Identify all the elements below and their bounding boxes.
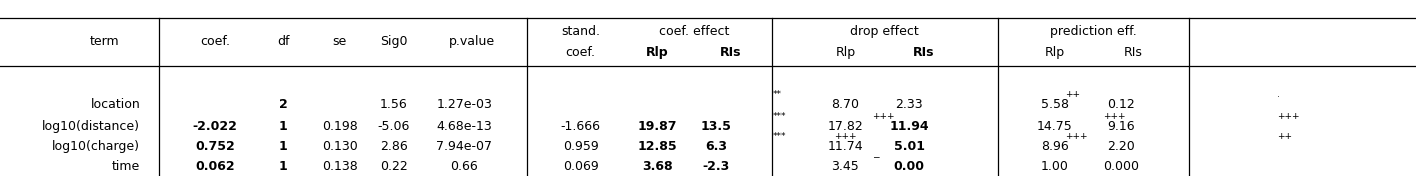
Text: 5.58: 5.58 bbox=[1041, 98, 1069, 111]
Text: 4.68e-13: 4.68e-13 bbox=[436, 120, 493, 133]
Text: se: se bbox=[333, 35, 347, 48]
Text: 8.70: 8.70 bbox=[831, 98, 860, 111]
Text: RIs: RIs bbox=[1123, 46, 1143, 59]
Text: 0.000: 0.000 bbox=[1103, 160, 1140, 173]
Text: 2.33: 2.33 bbox=[895, 98, 923, 111]
Text: −: − bbox=[872, 152, 879, 161]
Text: coef.: coef. bbox=[200, 35, 231, 48]
Text: 11.74: 11.74 bbox=[827, 140, 864, 153]
Text: .: . bbox=[1277, 90, 1280, 99]
Text: 1: 1 bbox=[279, 140, 287, 153]
Text: drop effect: drop effect bbox=[850, 25, 919, 38]
Text: ++: ++ bbox=[1277, 132, 1293, 141]
Text: +++: +++ bbox=[834, 132, 857, 141]
Text: 1.27e-03: 1.27e-03 bbox=[436, 98, 493, 111]
Text: ***: *** bbox=[773, 112, 787, 121]
Text: df: df bbox=[278, 35, 289, 48]
Text: term: term bbox=[91, 35, 119, 48]
Text: 3.68: 3.68 bbox=[641, 160, 673, 173]
Text: +++: +++ bbox=[872, 112, 895, 121]
Text: **: ** bbox=[773, 90, 782, 99]
Text: -2.3: -2.3 bbox=[702, 160, 731, 173]
Text: ++: ++ bbox=[1065, 90, 1080, 99]
Text: stand.: stand. bbox=[561, 25, 600, 38]
Text: time: time bbox=[112, 160, 140, 173]
Text: Sig0: Sig0 bbox=[379, 35, 408, 48]
Text: 1: 1 bbox=[279, 160, 287, 173]
Text: location: location bbox=[91, 98, 140, 111]
Text: 0.00: 0.00 bbox=[893, 160, 925, 173]
Text: 2.20: 2.20 bbox=[1107, 140, 1136, 153]
Text: 1: 1 bbox=[279, 120, 287, 133]
Text: 3.45: 3.45 bbox=[831, 160, 860, 173]
Text: Rlp: Rlp bbox=[646, 46, 668, 59]
Text: +++: +++ bbox=[1277, 112, 1300, 121]
Text: coef. effect: coef. effect bbox=[658, 25, 729, 38]
Text: 17.82: 17.82 bbox=[827, 120, 864, 133]
Text: 1.56: 1.56 bbox=[379, 98, 408, 111]
Text: 0.66: 0.66 bbox=[450, 160, 479, 173]
Text: 14.75: 14.75 bbox=[1037, 120, 1073, 133]
Text: 12.85: 12.85 bbox=[637, 140, 677, 153]
Text: 19.87: 19.87 bbox=[637, 120, 677, 133]
Text: -5.06: -5.06 bbox=[378, 120, 409, 133]
Text: 0.12: 0.12 bbox=[1107, 98, 1136, 111]
Text: 0.062: 0.062 bbox=[195, 160, 235, 173]
Text: -2.022: -2.022 bbox=[193, 120, 238, 133]
Text: RIs: RIs bbox=[912, 46, 935, 59]
Text: 0.130: 0.130 bbox=[321, 140, 358, 153]
Text: 0.069: 0.069 bbox=[562, 160, 599, 173]
Text: 0.959: 0.959 bbox=[562, 140, 599, 153]
Text: -1.666: -1.666 bbox=[561, 120, 600, 133]
Text: 2.86: 2.86 bbox=[379, 140, 408, 153]
Text: p.value: p.value bbox=[449, 35, 494, 48]
Text: 0.752: 0.752 bbox=[195, 140, 235, 153]
Text: ***: *** bbox=[773, 132, 787, 141]
Text: 9.16: 9.16 bbox=[1107, 120, 1136, 133]
Text: log10(distance): log10(distance) bbox=[42, 120, 140, 133]
Text: prediction eff.: prediction eff. bbox=[1051, 25, 1137, 38]
Text: 0.22: 0.22 bbox=[379, 160, 408, 173]
Text: coef.: coef. bbox=[565, 46, 596, 59]
Text: RIs: RIs bbox=[719, 46, 742, 59]
Text: 0.138: 0.138 bbox=[321, 160, 358, 173]
Text: Rlp: Rlp bbox=[1045, 46, 1065, 59]
Text: 8.96: 8.96 bbox=[1041, 140, 1069, 153]
Text: log10(charge): log10(charge) bbox=[52, 140, 140, 153]
Text: 13.5: 13.5 bbox=[701, 120, 732, 133]
Text: 7.94e-07: 7.94e-07 bbox=[436, 140, 493, 153]
Text: 6.3: 6.3 bbox=[705, 140, 728, 153]
Text: +++: +++ bbox=[1065, 132, 1087, 141]
Text: 11.94: 11.94 bbox=[889, 120, 929, 133]
Text: 2: 2 bbox=[279, 98, 287, 111]
Text: 0.198: 0.198 bbox=[321, 120, 358, 133]
Text: 1.00: 1.00 bbox=[1041, 160, 1069, 173]
Text: Rlp: Rlp bbox=[835, 46, 855, 59]
Text: 5.01: 5.01 bbox=[893, 140, 925, 153]
Text: +++: +++ bbox=[1103, 112, 1126, 121]
